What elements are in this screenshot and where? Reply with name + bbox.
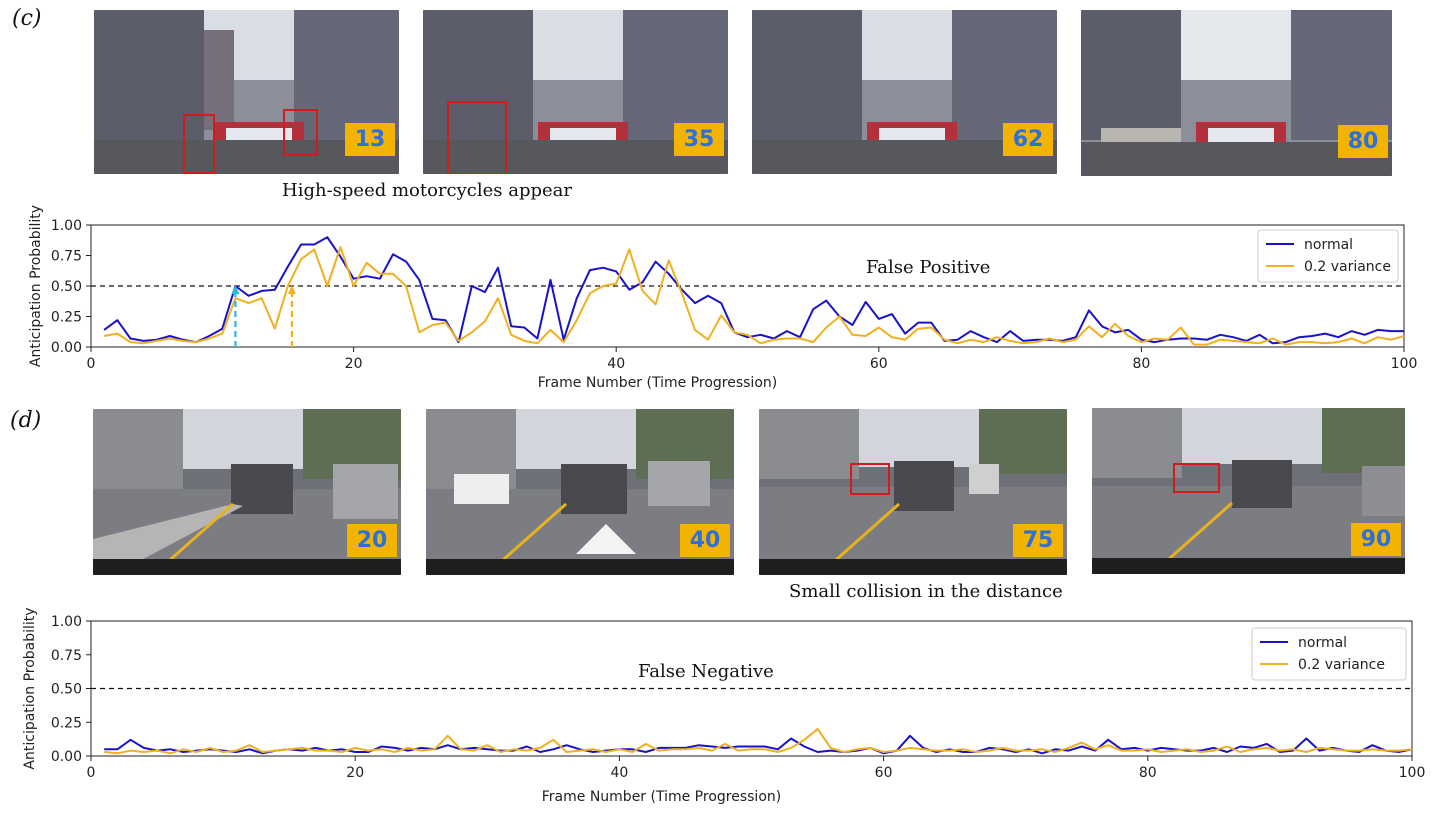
y-tick-label: 0.50 <box>51 682 82 698</box>
x-tick-label: 100 <box>1399 765 1426 781</box>
y-tick-label: 0.25 <box>51 715 82 731</box>
video-frame: 20 <box>93 409 401 575</box>
y-tick-label: 0.25 <box>51 310 82 326</box>
y-axis-title: Anticipation Probability <box>28 205 44 367</box>
y-tick-label: 0.75 <box>51 249 82 265</box>
video-frame: 62 <box>752 10 1057 174</box>
x-tick-label: 0 <box>87 765 96 781</box>
legend-label: 0.2 variance <box>1298 657 1385 673</box>
y-tick-label: 0.00 <box>51 749 82 765</box>
y-tick-label: 0.50 <box>51 279 82 295</box>
street-scene-image <box>94 10 399 174</box>
frame-number-badge: 75 <box>1013 524 1063 557</box>
video-frame: 80 <box>1081 10 1392 176</box>
y-tick-label: 1.00 <box>51 218 82 234</box>
x-tick-label: 80 <box>1139 765 1157 781</box>
legend-label: normal <box>1304 237 1353 253</box>
chart-legend: normal 0.2 variance <box>1257 229 1399 283</box>
panel-caption-c: High-speed motorcycles appear <box>282 180 573 201</box>
chart-legend: normal 0.2 variance <box>1251 627 1407 681</box>
street-scene-image <box>1081 10 1392 176</box>
onset-marker-arrow <box>231 285 240 294</box>
series-line-variance <box>104 728 1413 755</box>
video-frame: 13 <box>94 10 399 174</box>
video-frame: 75 <box>759 409 1067 575</box>
frame-number-badge: 13 <box>345 123 395 156</box>
road-scene-image <box>93 409 401 575</box>
series-line-normal <box>103 236 1404 345</box>
y-tick-label: 1.00 <box>51 614 82 630</box>
frame-number-badge: 35 <box>674 123 724 156</box>
chart-annotation: False Negative <box>638 661 774 682</box>
x-tick-label: 60 <box>870 356 888 372</box>
x-tick-label: 60 <box>875 765 893 781</box>
y-tick-label: 0.00 <box>51 340 82 356</box>
panel-label-d: (d) <box>10 408 42 433</box>
y-tick-label: 0.75 <box>51 648 82 664</box>
video-frame: 90 <box>1092 408 1405 574</box>
road-scene-image <box>759 409 1067 575</box>
legend-label: normal <box>1298 635 1347 651</box>
road-scene-image <box>426 409 734 575</box>
x-tick-label: 40 <box>607 356 625 372</box>
x-axis-title: Frame Number (Time Progression) <box>538 375 777 391</box>
onset-marker-arrow <box>287 285 296 294</box>
x-tick-label: 80 <box>1132 356 1150 372</box>
series-line-variance <box>103 246 1405 346</box>
panel-caption-d: Small collision in the distance <box>789 581 1063 602</box>
legend-label: 0.2 variance <box>1304 259 1391 275</box>
y-axis-title: Anticipation Probability <box>22 607 38 769</box>
chart-annotation: False Positive <box>866 257 990 278</box>
x-axis-title: Frame Number (Time Progression) <box>542 789 781 805</box>
x-tick-label: 20 <box>345 356 363 372</box>
x-tick-label: 0 <box>87 356 96 372</box>
x-tick-label: 100 <box>1391 356 1418 372</box>
video-frame: 35 <box>423 10 728 174</box>
panel-label-c: (c) <box>12 6 42 31</box>
frame-number-badge: 90 <box>1351 523 1401 556</box>
x-tick-label: 20 <box>346 765 364 781</box>
frame-number-badge: 80 <box>1338 125 1388 158</box>
frame-number-badge: 62 <box>1003 123 1053 156</box>
x-tick-label: 40 <box>610 765 628 781</box>
chart-1: 0.00 0.25 0.50 0.75 1.00 0 20 40 60 80 100 Frame Nu… <box>22 607 1425 805</box>
frame-number-badge: 20 <box>347 524 397 557</box>
frame-number-badge: 40 <box>680 524 730 557</box>
video-frame: 40 <box>426 409 734 575</box>
legend-box <box>1251 627 1407 681</box>
chart-0: 0.00 0.25 0.50 0.75 1.00 0 20 40 60 80 100 Frame Nu… <box>28 205 1417 391</box>
